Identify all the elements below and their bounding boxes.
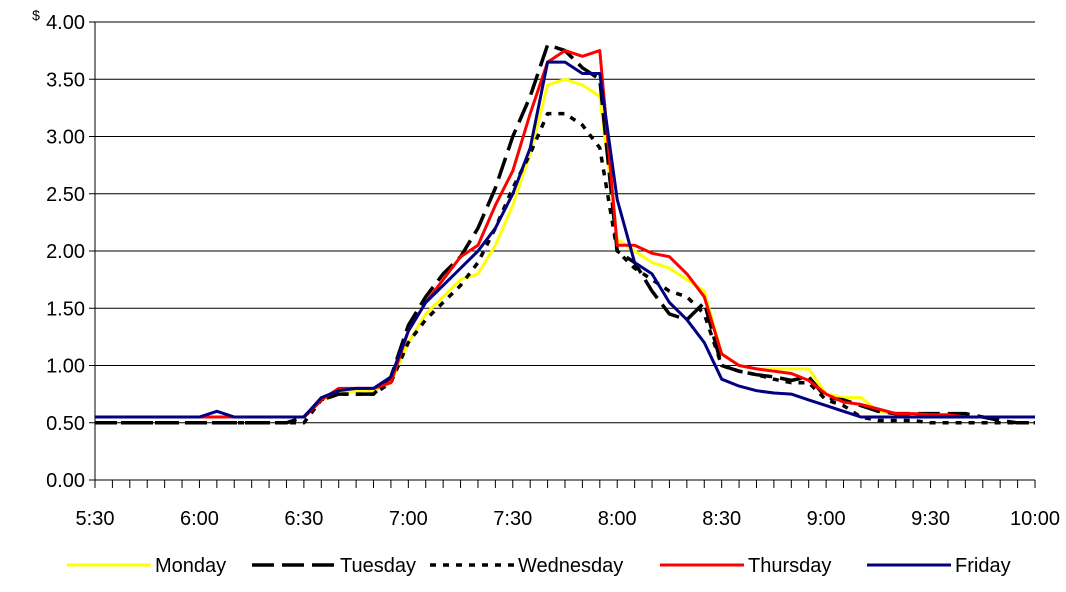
legend-label-tuesday: Tuesday [340, 555, 416, 577]
legend-label-thursday: Thursday [748, 555, 831, 577]
legend-label-wednesday: Wednesday [518, 555, 623, 577]
y-tick-label: 3.50 [46, 69, 85, 91]
x-axis: 5:30 6:00 6:30 7:00 7:30 8:00 8:30 9:00 9:30 10:0… [76, 479, 1060, 530]
y-tick-label: 0.00 [46, 470, 85, 492]
series-lines [95, 43, 1035, 425]
x-tick-label: 6:30 [284, 508, 323, 530]
y-axis: 0.00 0.50 1.00 1.50 2.00 2.50 3.00 3.50 4.00 $ [32, 7, 96, 492]
x-tick-label: 10:00 [1010, 508, 1060, 530]
x-tick-label: 7:00 [389, 508, 428, 530]
y-tick-label: 0.50 [46, 413, 85, 435]
y-tick-label: 1.50 [46, 298, 85, 320]
y-tick-label: 1.00 [46, 356, 85, 378]
legend-label-friday: Friday [955, 555, 1011, 577]
x-tick-label: 5:30 [76, 508, 115, 530]
gridlines [95, 21, 1035, 424]
x-tick-label: 8:00 [598, 508, 637, 530]
y-tick-label: 2.50 [46, 184, 85, 206]
series-line-wednesday [95, 111, 1035, 425]
y-tick-label: 2.00 [46, 241, 85, 263]
x-tick-label: 6:00 [180, 508, 219, 530]
y-tick-label: 3.00 [46, 127, 85, 149]
series-line-monday [95, 77, 1035, 419]
x-tick-label: 8:30 [702, 508, 741, 530]
series-line-tuesday [95, 43, 1035, 425]
series-line-friday [95, 60, 1035, 419]
x-tick-label: 9:00 [807, 508, 846, 530]
legend: Monday Tuesday Wednesday Thursday Friday [67, 555, 1011, 577]
y-unit-label: $ [32, 7, 40, 23]
series-line-thursday [95, 49, 1035, 419]
x-tick-label: 7:30 [493, 508, 532, 530]
y-tick-label: 4.00 [46, 12, 85, 34]
legend-label-monday: Monday [155, 555, 226, 577]
x-tick-label: 9:30 [911, 508, 950, 530]
